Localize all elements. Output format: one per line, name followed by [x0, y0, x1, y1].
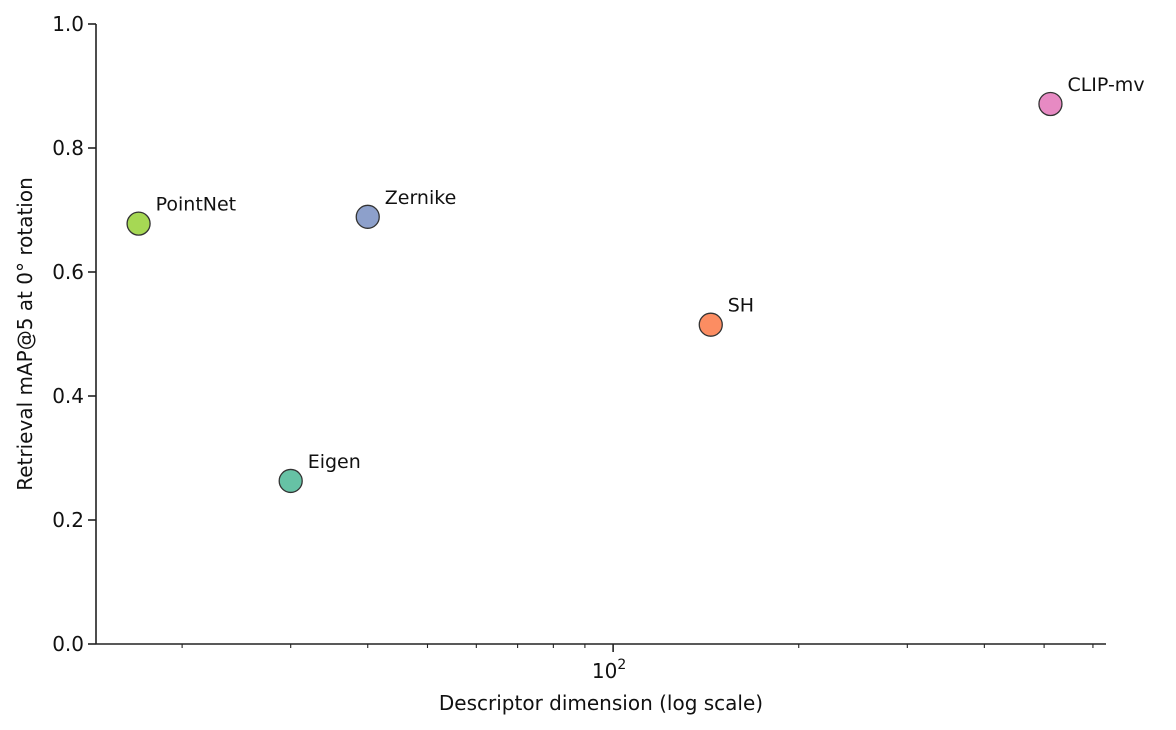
x-axis-title: Descriptor dimension (log scale) [439, 691, 763, 715]
y-tick-label: 0.2 [52, 508, 84, 532]
point-label: PointNet [156, 194, 237, 216]
data-points: PointNet Eigen Zernike SH CLIP-mv [126, 74, 1145, 494]
y-tick-label: 1.0 [52, 12, 84, 36]
point-label: Eigen [308, 451, 361, 473]
y-axis-title: Retrieval mAP@5 at 0° rotation [13, 177, 37, 491]
y-tick-label: 0.4 [52, 384, 84, 408]
point-label: Zernike [385, 187, 457, 209]
y-tick-label: 0.8 [52, 136, 84, 160]
y-tick-label: 0.0 [52, 632, 84, 656]
point-label: SH [728, 295, 754, 317]
data-point-eigen [278, 468, 303, 494]
data-point-pointnet [126, 211, 151, 236]
x-axis-ticks: 102 [181, 644, 1094, 683]
data-point-sh [698, 312, 723, 337]
data-point-clip-mv [1038, 91, 1063, 117]
data-point-zernike [355, 204, 380, 229]
y-tick-label: 0.6 [52, 260, 84, 284]
point-label: CLIP-mv [1067, 74, 1144, 96]
y-axis-ticks: 0.0 0.2 0.4 0.6 0.8 1.0 [52, 12, 96, 656]
x-tick-label: 102 [592, 657, 626, 683]
